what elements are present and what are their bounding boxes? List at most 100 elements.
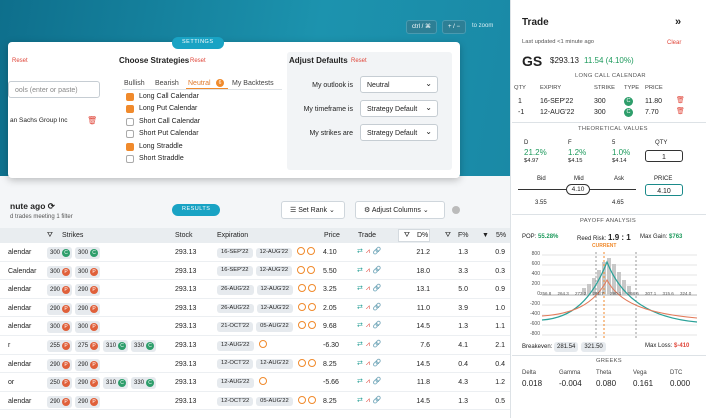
result-row[interactable]: alendar 290 P 290 P 293.13 26-AUG'22 12-AUG'22 2…: [0, 299, 510, 318]
trash-icon[interactable]: 🗑: [676, 108, 685, 115]
trade-icons[interactable]: ⇄⩘🔗: [357, 322, 385, 330]
result-row[interactable]: Calendar 300 P 300 P 293.13 16-SEP'22 12-AUG'22…: [0, 262, 510, 281]
collapse[interactable]: »: [675, 16, 682, 28]
result-row[interactable]: alendar 300 C 300 C 293.13 16-SEP'22 12-AUG'22 4…: [0, 243, 510, 262]
value: $763: [669, 234, 683, 240]
event-dot: [307, 321, 316, 330]
result-row[interactable]: r 255 P 275 P 310 C 330 C 293.13 12-AUG'22 -6.30 ⇄⩘🔗…: [0, 336, 510, 355]
event-dot: [307, 265, 316, 274]
trash-icon[interactable]: 🗑: [676, 97, 685, 104]
strike-chip: 290 P: [75, 395, 101, 408]
checkbox[interactable]: [126, 130, 134, 139]
event-dot: [307, 395, 316, 404]
reset[interactable]: Reset: [12, 58, 28, 64]
trade-icons[interactable]: ⇄⩘🔗: [357, 303, 385, 311]
cell: or: [8, 379, 15, 387]
strikes: 300 P 300 P: [47, 265, 103, 278]
cell: 11.8: [416, 379, 430, 387]
tab[interactable]: Neutral: [188, 80, 211, 87]
cell: 293.13: [175, 360, 197, 368]
result-row[interactable]: alendar 300 P 300 P 293.13 21-OCT'22 05-AUG'22 9…: [0, 317, 510, 336]
cell: Calendar: [8, 267, 37, 275]
select[interactable]: Strategy Default ⌄: [360, 124, 438, 141]
checkbox[interactable]: [126, 142, 134, 151]
strikes: 250 P 290 P 310 C 330 C: [47, 377, 159, 390]
filter-icon[interactable]: ⛛: [404, 232, 410, 239]
strike-chip: 290 P: [47, 358, 73, 371]
table-header: [0, 228, 510, 243]
result-row[interactable]: alendar 290 P 290 P 293.13 12-OCT'22 05-AUG'22 8…: [0, 392, 510, 411]
checkbox[interactable]: [126, 105, 134, 114]
trade-icons[interactable]: ⇄⩘🔗: [357, 266, 385, 274]
trade-icons[interactable]: ⇄⩘🔗: [357, 248, 385, 255]
cell: 293.13: [175, 286, 197, 294]
chevron: ⌄: [425, 103, 432, 112]
event-dot: [308, 302, 316, 311]
type-dot: P: [62, 379, 71, 388]
filter-icon[interactable]: ⛛: [47, 232, 53, 239]
cell: 293.13: [175, 379, 197, 387]
label: Bid: [537, 176, 546, 182]
exp-chip: 16-SEP'22: [217, 266, 253, 277]
leg-qty: -1: [518, 109, 525, 116]
strategy-label: Long Call Calendar: [139, 93, 199, 100]
checkbox[interactable]: [126, 117, 134, 126]
checkbox[interactable]: [126, 155, 134, 163]
result-row[interactable]: or 250 P 290 P 310 C 330 C 293.13 12-AUG'22 -5.66 ⇄⩘…: [0, 373, 510, 392]
result-row[interactable]: alendar 290 P 290 P 293.13 12-OCT'22 12-AUG'22 8…: [0, 355, 510, 374]
x-label: 315.6: [662, 291, 674, 296]
result-row[interactable]: alendar 290 P 290 P 293.13 26-AUG'22 12-AUG'22 3…: [0, 280, 510, 299]
cell: 2.05: [323, 304, 337, 312]
x-label: 307.1: [645, 291, 657, 296]
defaults-rows: My outlook is Neutral ⌄ My timeframe is Stra…: [288, 76, 448, 166]
exp-chip: 05-AUG'22: [256, 322, 293, 333]
zoom-hint: to zoom: [472, 23, 494, 29]
strike-chip: 330 C: [131, 340, 157, 352]
strategy-label: Short Straddle: [139, 155, 184, 162]
strike-chip: 300 P: [47, 321, 73, 334]
trash-icon[interactable]: 🗑: [87, 116, 98, 125]
strikes: 290 P 290 P: [47, 358, 103, 371]
results-pill[interactable]: RESULTS: [172, 204, 221, 216]
select[interactable]: Strategy Default ⌄: [360, 100, 438, 117]
greek-label: Vega: [633, 370, 647, 376]
tab[interactable]: Bullish: [124, 80, 145, 87]
tab[interactable]: Bearish: [155, 80, 179, 87]
exp-chip: 12-AUG'22: [255, 247, 293, 258]
y-label: 0: [537, 291, 540, 297]
symbol: GS: [522, 53, 543, 69]
reset[interactable]: Reset: [190, 58, 206, 64]
filter-icon[interactable]: ⛛: [445, 232, 451, 239]
exp-chip: 12-AUG'22: [217, 378, 254, 388]
trade-icons[interactable]: ⇄⩘🔗: [357, 341, 385, 348]
adjust-columns-button[interactable]: ⚙ Adjust Columns ⌄: [355, 201, 445, 219]
info-icon[interactable]: [452, 206, 460, 214]
mid-handle[interactable]: 4.10: [566, 184, 590, 195]
zoom-key[interactable]: + / −: [442, 20, 467, 34]
clear[interactable]: Clear: [667, 40, 682, 46]
trade-icons[interactable]: ⇄⩘🔗: [357, 359, 385, 367]
strike-chip: 275 P: [75, 340, 101, 352]
cell: 3.9: [458, 304, 468, 312]
exp-chip: 16-SEP'22: [217, 247, 253, 258]
reset[interactable]: Reset: [351, 58, 367, 64]
trade-icons[interactable]: ⇄⩘🔗: [357, 396, 385, 404]
cell: 0.3: [495, 267, 505, 275]
zoom-key[interactable]: ctrl / ⌘: [406, 20, 437, 34]
settings-pill[interactable]: SETTINGS: [172, 37, 224, 49]
price-box[interactable]: 4.10: [645, 184, 683, 196]
tab[interactable]: My Backtests: [232, 80, 274, 87]
type-dot: P: [62, 397, 71, 406]
symbol-input[interactable]: ools (enter or paste): [8, 81, 100, 98]
ask: 4.65: [612, 200, 624, 206]
select[interactable]: Neutral ⌄: [360, 76, 438, 93]
set-rank-button[interactable]: ☰ Set Rank ⌄: [281, 201, 345, 219]
trade-icons[interactable]: ⇄⩘🔗: [357, 285, 385, 293]
cell: 0.5: [495, 397, 505, 405]
strike: 330: [134, 343, 145, 349]
qty-box[interactable]: 1: [645, 150, 683, 162]
checkbox[interactable]: [126, 93, 134, 101]
strike-chip: 300 C: [75, 247, 101, 259]
filter-icon[interactable]: ▼: [482, 232, 489, 239]
trade-icons[interactable]: ⇄⩘🔗: [357, 378, 385, 386]
